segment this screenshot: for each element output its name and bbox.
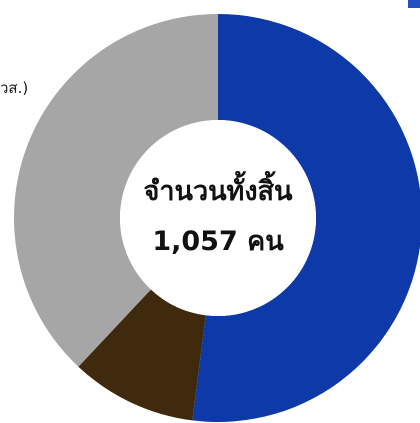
legend-label-fragment: วส.): [0, 79, 29, 97]
center-title: จำนวนทั้งสิ้น: [143, 176, 293, 207]
corner-accent-mark: [408, 0, 420, 8]
center-label: จำนวนทั้งสิ้น 1,057 คน: [113, 175, 323, 259]
donut-slice-3: [14, 14, 218, 367]
center-value: 1,057 คน: [152, 226, 284, 257]
donut-slice-1: [192, 14, 420, 422]
donut-center-hole: [120, 120, 316, 316]
donut-slice-2: [78, 289, 206, 421]
